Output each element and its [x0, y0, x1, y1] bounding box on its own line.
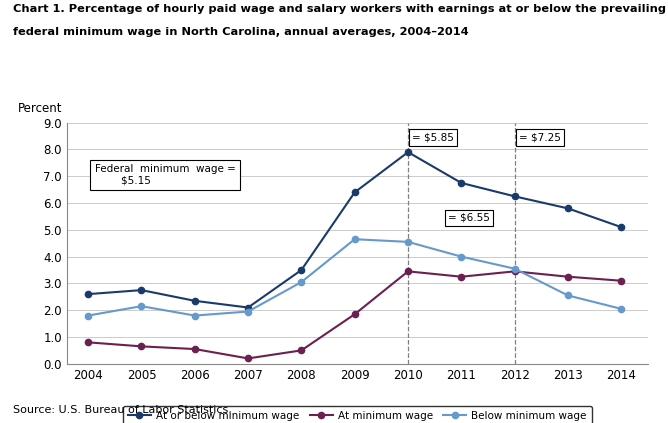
Text: Chart 1. Percentage of hourly paid wage and salary workers with earnings at or b: Chart 1. Percentage of hourly paid wage …: [13, 4, 667, 14]
Text: = $7.25: = $7.25: [519, 132, 561, 143]
Text: Percent: Percent: [17, 102, 62, 115]
Text: Source: U.S. Bureau of Labor Statistics.: Source: U.S. Bureau of Labor Statistics.: [13, 404, 232, 415]
Legend: At or below minimum wage, At minimum wage, Below minimum wage: At or below minimum wage, At minimum wag…: [123, 406, 592, 423]
Text: = $5.85: = $5.85: [412, 132, 454, 143]
Text: federal minimum wage in North Carolina, annual averages, 2004–2014: federal minimum wage in North Carolina, …: [13, 27, 469, 38]
Text: Federal  minimum  wage =
        $5.15: Federal minimum wage = $5.15: [95, 164, 235, 186]
Text: = $6.55: = $6.55: [448, 213, 490, 223]
